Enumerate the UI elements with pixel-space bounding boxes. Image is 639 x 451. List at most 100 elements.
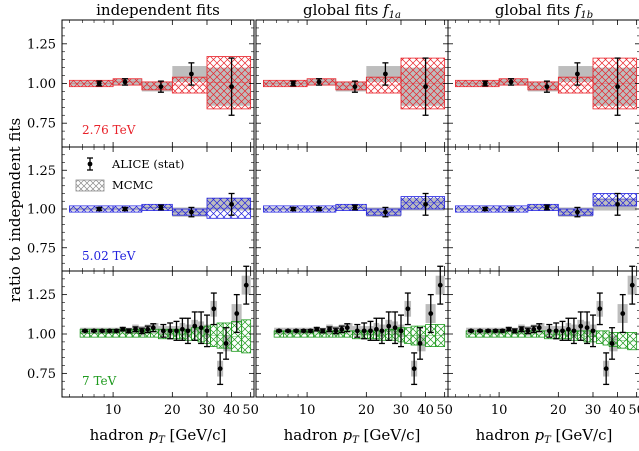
column-title: independent fits xyxy=(96,1,220,19)
column-title: global fits f1b xyxy=(495,1,593,21)
data-point xyxy=(301,328,307,334)
x-axis-label-sub: T xyxy=(544,435,552,446)
x-axis-label-unit: [GeV/c] xyxy=(551,426,613,444)
data-point xyxy=(383,209,388,215)
x-tick-label: 50 xyxy=(628,403,639,418)
data-point xyxy=(99,328,105,334)
panel-1-1 xyxy=(61,19,255,148)
data-point xyxy=(314,326,320,332)
x-axis-label-sub: T xyxy=(352,435,360,446)
data-point xyxy=(223,341,229,346)
data-point xyxy=(379,328,385,334)
x-tick-label: 20 xyxy=(358,403,375,418)
y-tick-label: 0.75 xyxy=(27,117,56,132)
data-point xyxy=(368,328,373,334)
column-title-sub: 1b xyxy=(580,10,593,21)
panel-1-2 xyxy=(255,19,449,148)
panel-frame xyxy=(61,270,255,398)
panel-2-2 xyxy=(255,146,449,272)
y-tick-label: 1.00 xyxy=(27,77,56,92)
data-point xyxy=(91,328,97,334)
panel-3-2 xyxy=(255,265,449,398)
data-point xyxy=(398,328,404,334)
data-point xyxy=(333,328,339,334)
y-tick-label: 1.25 xyxy=(27,164,56,179)
x-tick-label: 20 xyxy=(550,403,567,418)
data-point xyxy=(198,325,204,331)
data-point xyxy=(546,328,552,334)
column-title: global fits f1a xyxy=(303,1,401,21)
legend-label-data: ALICE (stat) xyxy=(111,157,184,171)
x-axis-label-var: p xyxy=(148,426,158,444)
data-point xyxy=(290,81,296,86)
data-point xyxy=(566,326,571,332)
x-tick-label: 10 xyxy=(105,403,122,418)
column-title-var: f xyxy=(382,1,391,19)
data-point xyxy=(285,328,291,334)
data-point xyxy=(339,326,345,332)
data-point xyxy=(320,328,326,334)
data-point xyxy=(428,311,434,316)
data-point xyxy=(383,71,388,77)
data-point xyxy=(185,328,191,334)
energy-label: 5.02 TeV xyxy=(82,249,136,263)
data-point xyxy=(158,84,164,90)
data-point xyxy=(482,206,488,212)
data-point xyxy=(525,328,531,334)
legend-band-icon xyxy=(75,179,105,192)
data-point xyxy=(352,205,358,210)
panel-3-1 xyxy=(61,265,255,398)
data-point xyxy=(217,366,223,372)
x-tick-label: 30 xyxy=(199,403,216,418)
data-point xyxy=(316,206,322,212)
x-axis-label-unit: [GeV/c] xyxy=(165,426,227,444)
panel-2-3 xyxy=(447,146,639,272)
data-point xyxy=(229,84,234,90)
data-point xyxy=(192,323,198,329)
x-axis-label: hadron pT [GeV/c] xyxy=(284,426,421,446)
data-point xyxy=(158,205,164,210)
data-point xyxy=(485,328,491,334)
data-point xyxy=(120,326,126,332)
data-point xyxy=(609,341,615,346)
column-title-var: f xyxy=(574,1,583,19)
data-point xyxy=(243,282,249,288)
column-title-text: global fits xyxy=(495,1,575,19)
x-tick-label: 50 xyxy=(242,403,259,418)
x-tick-label: 30 xyxy=(393,403,410,418)
x-axis-label-var: p xyxy=(534,426,544,444)
data-point xyxy=(544,205,550,210)
y-tick-label: 1.25 xyxy=(27,288,56,303)
data-point xyxy=(107,328,113,334)
data-point xyxy=(437,282,443,288)
data-point xyxy=(361,328,367,334)
data-point xyxy=(405,306,411,312)
data-point xyxy=(553,328,559,334)
energy-label: 7 TeV xyxy=(82,374,117,388)
data-point xyxy=(423,201,428,207)
data-point xyxy=(536,325,542,331)
data-point xyxy=(290,206,296,212)
data-point xyxy=(560,328,565,334)
data-point xyxy=(96,206,102,212)
x-tick-label: 30 xyxy=(585,403,602,418)
x-tick-label: 20 xyxy=(164,403,181,418)
data-point xyxy=(327,326,332,332)
data-point xyxy=(344,325,350,331)
data-point xyxy=(482,81,488,86)
data-point xyxy=(392,325,398,331)
data-point xyxy=(531,326,537,332)
x-tick-label: 40 xyxy=(417,403,434,418)
column-title-sub: 1a xyxy=(389,10,401,21)
data-point xyxy=(508,79,514,85)
data-point xyxy=(417,341,423,346)
data-point xyxy=(575,209,580,215)
data-point xyxy=(411,366,417,372)
data-point xyxy=(160,328,166,334)
x-axis-label-text: hadron xyxy=(476,426,535,444)
data-point xyxy=(386,323,392,329)
y-axis-label: ratio to independent fits xyxy=(6,118,24,302)
panel-frame xyxy=(447,270,639,398)
data-point xyxy=(82,328,88,334)
data-point xyxy=(575,71,580,77)
